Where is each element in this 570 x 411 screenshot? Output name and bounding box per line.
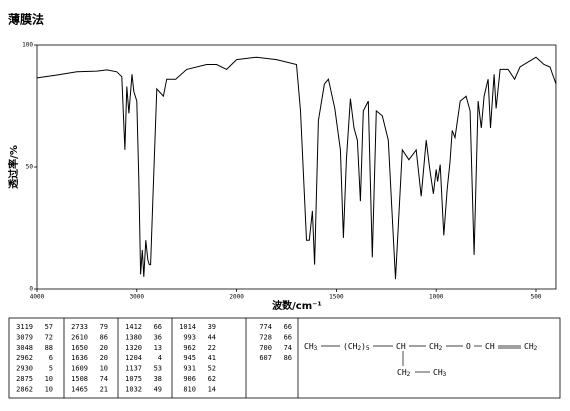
y-tick-label: 0 [29,286,33,293]
peak-wavenumber: 1137 [125,365,142,373]
peak-transmittance: 66 [284,323,292,331]
peak-wavenumber: 700 [259,344,272,352]
peak-wavenumber: 1075 [125,375,142,383]
peak-transmittance: 86 [100,333,108,341]
y-axis-label: 透过率/% [7,145,20,189]
peak-transmittance: 52 [208,365,216,373]
peak-transmittance: 5 [49,365,53,373]
peak-transmittance: 14 [208,385,216,393]
peak-wavenumber: 3048 [16,344,33,352]
peak-transmittance: 20 [100,344,108,352]
peak-transmittance: 20 [100,354,108,362]
peak-transmittance: 10 [45,375,53,383]
peak-wavenumber: 1380 [125,333,142,341]
table-dividers [63,318,299,398]
peak-transmittance: 88 [45,344,53,352]
peak-transmittance: 57 [45,323,53,331]
x-axis-label: 波数/cm⁻¹ [272,299,322,312]
peak-transmittance: 66 [284,333,292,341]
structure-group: CH2​ [429,342,443,352]
peak-wavenumber: 1650 [71,344,88,352]
peak-wavenumber: 1412 [125,323,142,331]
peak-transmittance: 44 [208,333,216,341]
x-tick-label: 500 [531,294,542,301]
peak-wavenumber: 1465 [71,385,88,393]
x-tick-label: 4000 [30,294,45,301]
table-border [8,317,561,399]
peak-wavenumber: 931 [183,365,196,373]
y-tick-label: 50 [26,164,34,171]
peak-wavenumber: 3079 [16,333,33,341]
peak-transmittance: 10 [45,385,53,393]
chart-title: 薄膜法 [8,12,44,27]
peak-transmittance: 74 [100,375,108,383]
peak-transmittance: 62 [208,375,216,383]
peak-transmittance: 21 [100,385,108,393]
peak-transmittance: 36 [154,333,162,341]
peak-wavenumber: 962 [183,344,196,352]
peak-wavenumber: 993 [183,333,196,341]
peak-wavenumber: 2610 [71,333,88,341]
peak-transmittance: 66 [154,323,162,331]
structure-group: CH3​ [304,342,318,352]
structure-group: (CH2​)5​ [343,342,370,352]
peak-transmittance: 39 [208,323,216,331]
peak-wavenumber: 728 [259,333,272,341]
peak-wavenumber: 2962 [16,354,33,362]
structure-group: O [466,342,471,351]
peak-wavenumber: 1636 [71,354,88,362]
peak-wavenumber: 810 [183,385,196,393]
peak-transmittance: 4 [158,354,162,362]
peak-wavenumber: 607 [259,354,272,362]
peak-wavenumber: 1032 [125,385,142,393]
peak-transmittance: 22 [208,344,216,352]
peak-wavenumber: 1204 [125,354,142,362]
peak-wavenumber: 2875 [16,375,33,383]
peak-transmittance: 13 [154,344,162,352]
structure-group: CH3​ [433,368,447,378]
peak-transmittance: 86 [284,354,292,362]
peak-transmittance: 74 [284,344,292,352]
peak-transmittance: 6 [49,354,53,362]
peak-wavenumber: 3119 [16,323,33,331]
peak-transmittance: 53 [154,365,162,373]
peak-wavenumber: 2862 [16,385,33,393]
x-tick-label: 2000 [229,294,244,301]
peak-wavenumber: 1320 [125,344,142,352]
peak-wavenumber: 1508 [71,375,88,383]
peak-transmittance: 10 [100,365,108,373]
peak-wavenumber: 906 [183,375,196,383]
plot-frame [36,44,557,290]
peak-wavenumber: 1609 [71,365,88,373]
peak-transmittance: 49 [154,385,162,393]
peak-wavenumber: 2930 [16,365,33,373]
peak-transmittance: 38 [154,375,162,383]
structure-group: CH [396,342,406,351]
peak-wavenumber: 774 [259,323,272,331]
x-tick-label: 1000 [429,294,444,301]
x-tick-label: 1500 [329,294,344,301]
structure-group: CH2​ [524,342,538,352]
peak-wavenumber: 945 [183,354,196,362]
peak-wavenumber: 1014 [179,323,196,331]
structure-group: CH [485,342,495,351]
peak-wavenumber: 2733 [71,323,88,331]
structure-group: CH2​ [397,368,411,378]
peak-transmittance: 72 [45,333,53,341]
spectrum-line [36,56,557,280]
peak-transmittance: 79 [100,323,108,331]
y-tick-label: 100 [22,42,33,49]
peak-transmittance: 41 [208,354,216,362]
x-tick-label: 3000 [130,294,145,301]
